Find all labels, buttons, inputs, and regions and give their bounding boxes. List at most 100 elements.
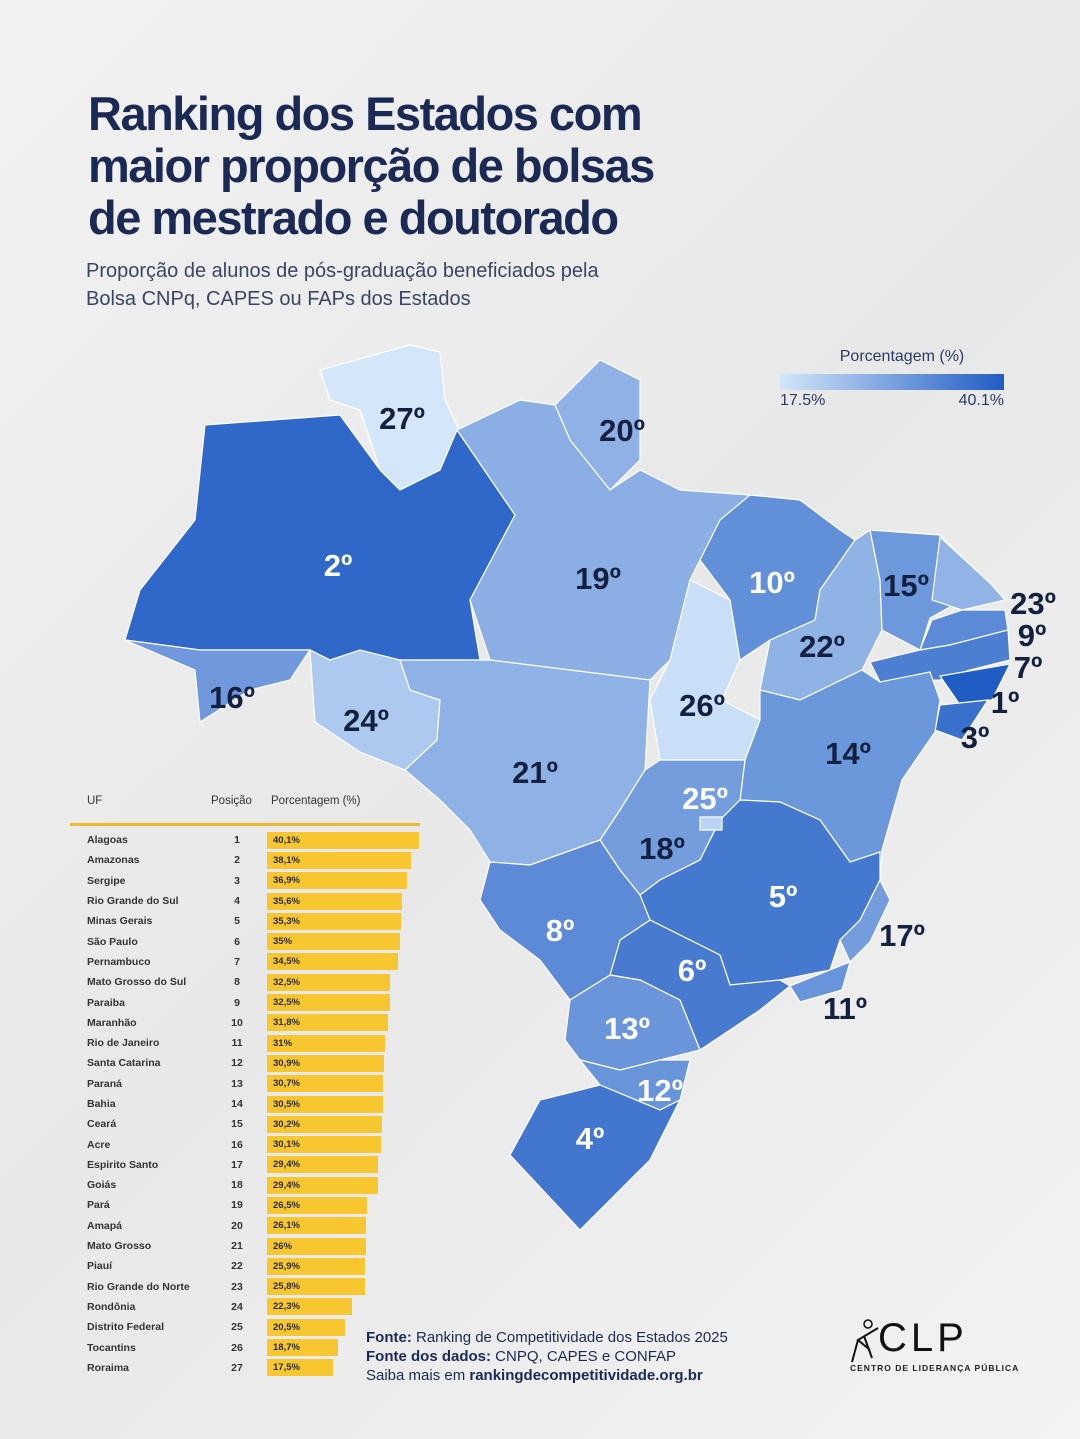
subtitle-line: Bolsa CNPq, CAPES ou FAPs dos Estados [86, 288, 471, 310]
row-position: 21 [231, 1240, 243, 1253]
table-row: Roraima 27 17,5% [70, 1358, 420, 1378]
map-rank-label: 12º [637, 1073, 683, 1108]
state-rio-grande-do-sul [509, 1084, 682, 1231]
map-rank-label: 22º [799, 629, 845, 664]
value-bar: 36,9% [267, 872, 407, 890]
row-position: 4 [234, 895, 240, 908]
value-bar: 17,5% [267, 1359, 334, 1377]
map-rank-label: 26º [679, 688, 725, 723]
map-rank-label: 14º [825, 736, 871, 771]
map-rank-label: 4º [576, 1121, 605, 1156]
map-rank-label: 15º [883, 568, 929, 603]
row-uf: Mato Grosso [87, 1240, 152, 1253]
value-bar: 26% [267, 1237, 366, 1255]
value-bar: 30,1% [267, 1136, 382, 1154]
table-row: Mato Grosso 21 26% [70, 1236, 420, 1256]
row-position: 15 [231, 1118, 243, 1131]
row-uf: Amapá [87, 1219, 123, 1232]
row-uf: Tocantins [87, 1341, 136, 1354]
row-uf: São Paulo [87, 935, 138, 948]
row-uf: Mato Grosso do Sul [87, 976, 187, 989]
source-block: Fonte: Ranking de Competitividade dos Es… [366, 1328, 728, 1385]
row-position: 13 [231, 1077, 243, 1090]
title-line: de mestrado e doutorado [88, 191, 619, 244]
map-rank-label: 7º [1014, 650, 1043, 685]
map-rank-label: 13º [604, 1011, 650, 1046]
map-rank-label: 10º [749, 565, 795, 600]
row-uf: Acre [87, 1138, 111, 1151]
row-uf: Rio Grande do Sul [87, 895, 179, 908]
row-uf: Maranhão [87, 1016, 137, 1029]
row-position: 11 [231, 1037, 243, 1050]
state-minas-gerais [639, 799, 881, 986]
header-posicao: Posição [211, 795, 252, 807]
map-rank-label: 21º [512, 755, 558, 790]
table-row: Distrito Federal 25 20,5% [70, 1317, 420, 1337]
row-position: 22 [231, 1260, 243, 1273]
map-rank-label: 8º [546, 913, 575, 948]
state-acre [124, 639, 312, 724]
learn-more-text: Saiba mais em [366, 1367, 470, 1384]
value-bar: 25,8% [267, 1278, 365, 1296]
table-row: Mato Grosso do Sul 8 32,5% [70, 972, 420, 992]
header-porcentagem: Porcentagem (%) [271, 795, 361, 807]
legend-min: 17.5% [780, 392, 826, 409]
map-rank-label: 11º [823, 991, 867, 1026]
table-row: Rio Grande do Sul 4 35,6% [70, 891, 420, 911]
row-uf: Bahia [87, 1098, 116, 1110]
value-bar: 35,3% [267, 912, 401, 930]
table-row: Rio Grande do Norte 23 25,8% [70, 1277, 420, 1297]
table-row: Amapá 20 26,1% [70, 1216, 420, 1236]
row-uf: Sergipe [87, 874, 126, 887]
map-rank-label: 19º [575, 561, 621, 596]
row-uf: Alagoas [87, 834, 128, 847]
legend-max: 40.1% [958, 392, 1004, 409]
table-row: Maranhão 10 31,8% [70, 1013, 420, 1033]
state-amazonas [124, 414, 516, 661]
value-bar: 31,8% [267, 1014, 388, 1032]
map-rank-label: 24º [343, 703, 389, 738]
row-uf: Roraima [87, 1361, 130, 1374]
table-row: Goiás 18 29,4% [70, 1175, 420, 1195]
value-bar: 35,6% [267, 892, 402, 910]
row-uf: Minas Gerais [87, 915, 153, 928]
legend-title: Porcentagem (%) [839, 348, 965, 365]
map-rank-label: 5º [769, 879, 798, 914]
row-uf: Espirito Santo [87, 1158, 159, 1171]
logo-fullname: CENTRO DE LIDERANÇA PÚBLICA [850, 1363, 1020, 1373]
value-bar: 34,5% [267, 953, 398, 971]
source-text: Ranking de Competitividade dos Estados 2… [411, 1329, 728, 1346]
value-bar: 32,5% [267, 994, 391, 1012]
learn-more-link[interactable]: rankingdecompetitividade.org.br [469, 1367, 703, 1384]
value-bar: 40,1% [267, 831, 419, 849]
row-uf: Pernambuco [87, 955, 151, 968]
row-uf: Piauí [87, 1260, 113, 1273]
header-uf: UF [87, 795, 103, 807]
table-row: Piauí 22 25,9% [70, 1256, 420, 1276]
map-rank-label: 25º [682, 781, 728, 816]
source-label: Fonte: [366, 1329, 412, 1346]
state-alagoas [938, 663, 1012, 706]
row-uf: Santa Catarina [87, 1057, 161, 1070]
row-position: 10 [231, 1016, 243, 1029]
table-row: Pará 19 26,5% [70, 1195, 420, 1215]
value-bar: 26,5% [267, 1196, 368, 1214]
map-rank-label: 16º [209, 680, 255, 715]
row-position: 18 [231, 1179, 243, 1192]
value-bar: 30,9% [267, 1054, 385, 1072]
table-row: São Paulo 6 35% [70, 931, 420, 951]
value-bar: 18,7% [267, 1339, 338, 1357]
table-row: Rondônia 24 22,3% [70, 1297, 420, 1317]
figure-logo-icon [851, 1319, 879, 1363]
value-bar: 29,4% [267, 1176, 379, 1194]
state-rio-grande-do-norte [931, 535, 1007, 611]
row-position: 1 [234, 834, 240, 847]
row-position: 24 [231, 1300, 243, 1313]
table-row: Pernambuco 7 34,5% [70, 952, 420, 972]
row-position: 23 [231, 1280, 243, 1293]
state-mato-grosso-do-sul [479, 839, 651, 1001]
row-uf: Paraiba [87, 996, 125, 1009]
row-position: 17 [231, 1158, 243, 1171]
page-title: Ranking dos Estados com maior proporção … [88, 88, 655, 244]
data-source-label: Fonte dos dados: [366, 1348, 491, 1365]
